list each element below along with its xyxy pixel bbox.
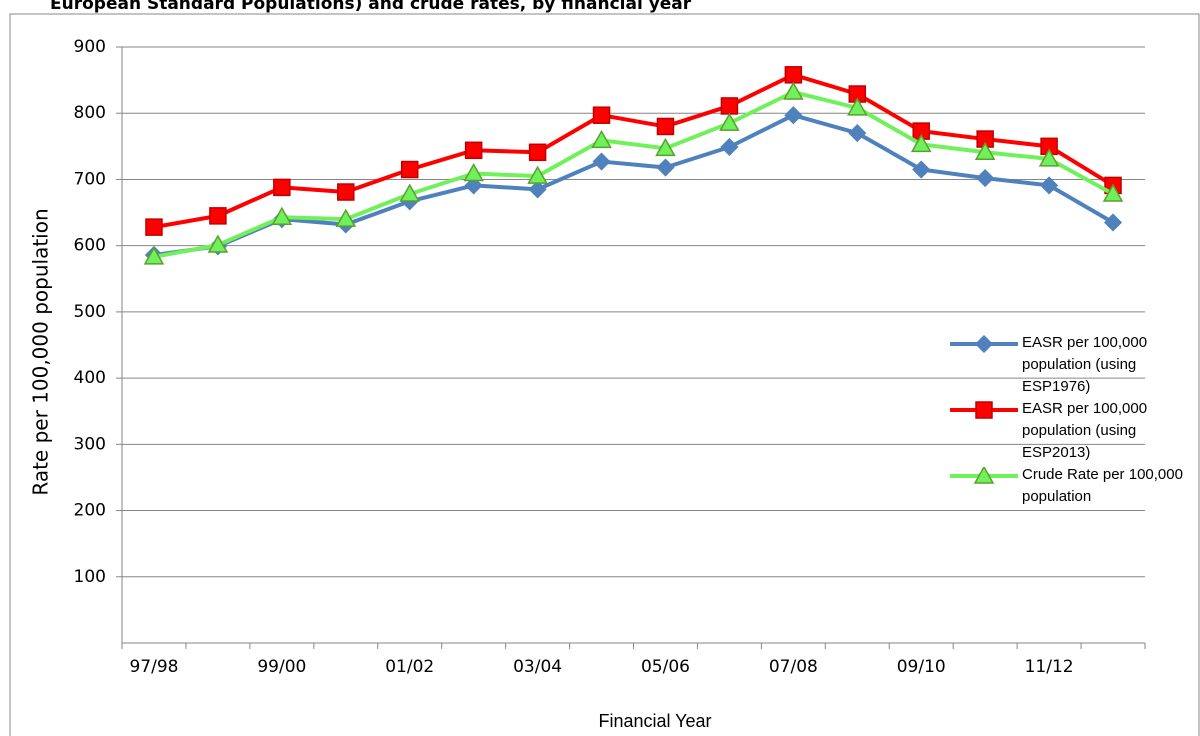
data-point <box>656 117 675 136</box>
y-tick-label: 600 <box>74 236 106 256</box>
data-point <box>974 141 996 161</box>
data-point <box>399 183 421 202</box>
data-point <box>335 208 357 227</box>
data-point <box>1102 183 1124 202</box>
data-point <box>912 160 931 179</box>
data-point <box>784 66 803 84</box>
legend-swatch <box>950 335 1018 353</box>
y-tick-label: 100 <box>74 567 106 587</box>
x-tick-label: 05/06 <box>641 657 690 677</box>
data-point <box>719 112 740 131</box>
data-point <box>910 133 932 153</box>
y-axis-label: Rate per 100,000 population <box>29 208 53 495</box>
data-point <box>846 97 868 116</box>
series-line <box>153 72 1115 230</box>
data-point <box>143 246 165 265</box>
chart-title: European Standard Populations) and crude… <box>50 0 692 14</box>
data-point <box>528 143 547 162</box>
x-axis-label: Financial Year <box>598 711 711 731</box>
data-point <box>976 169 995 188</box>
data-point <box>655 137 676 157</box>
data-point <box>592 152 611 171</box>
legend-label: EASR per 100,000 population (using ESP20… <box>1022 400 1148 461</box>
data-point <box>783 81 804 100</box>
y-tick-label: 400 <box>74 368 106 388</box>
y-tick-label: 200 <box>74 501 106 521</box>
x-tick-label: 97/98 <box>129 657 178 677</box>
y-tick-label: 700 <box>74 169 106 189</box>
series-line <box>153 113 1115 257</box>
y-tick-label: 800 <box>74 103 106 123</box>
legend-marker <box>973 467 995 484</box>
legend-item: EASR per 100,000 population (using ESP19… <box>948 332 1198 398</box>
legend-label: EASR per 100,000 population (using ESP19… <box>1022 334 1148 395</box>
data-point <box>848 124 867 143</box>
data-point <box>209 207 227 225</box>
y-tick-label: 300 <box>74 434 106 454</box>
data-point <box>1103 213 1123 232</box>
x-tick-label: 09/10 <box>897 657 946 677</box>
data-point <box>463 162 484 182</box>
data-point <box>528 180 547 199</box>
data-point <box>400 160 419 179</box>
data-point <box>784 106 803 125</box>
data-point <box>273 178 291 197</box>
legend-item: EASR per 100,000 population (using ESP20… <box>948 398 1198 464</box>
data-point <box>271 206 293 225</box>
x-tick-label: 07/08 <box>769 657 818 677</box>
x-tick-label: 99/00 <box>257 657 306 677</box>
legend-item: Crude Rate per 100,000 population <box>948 464 1198 508</box>
data-point <box>527 165 548 184</box>
data-point <box>207 234 229 253</box>
data-point <box>656 158 675 177</box>
series-line <box>153 90 1114 259</box>
legend-marker <box>975 401 993 419</box>
data-point <box>464 141 483 160</box>
legend-label: Crude Rate per 100,000 population <box>1022 466 1183 505</box>
legend: EASR per 100,000 population (using ESP19… <box>948 332 1198 508</box>
x-tick-label: 01/02 <box>385 657 434 677</box>
data-point <box>337 183 355 201</box>
legend-marker <box>974 335 994 353</box>
x-tick-label: 03/04 <box>513 657 562 677</box>
data-point <box>1040 176 1059 195</box>
x-tick-label: 11/12 <box>1025 657 1074 677</box>
data-point <box>591 129 612 149</box>
legend-swatch <box>950 401 1018 419</box>
legend-swatch <box>950 467 1018 484</box>
y-tick-label: 900 <box>74 37 106 57</box>
chart-frame <box>9 13 1200 736</box>
data-point <box>1038 148 1060 167</box>
y-tick-label: 500 <box>74 302 106 322</box>
data-point <box>464 176 483 195</box>
data-point <box>720 97 739 115</box>
data-point <box>145 218 163 236</box>
data-point <box>592 106 611 124</box>
data-point <box>720 137 739 157</box>
